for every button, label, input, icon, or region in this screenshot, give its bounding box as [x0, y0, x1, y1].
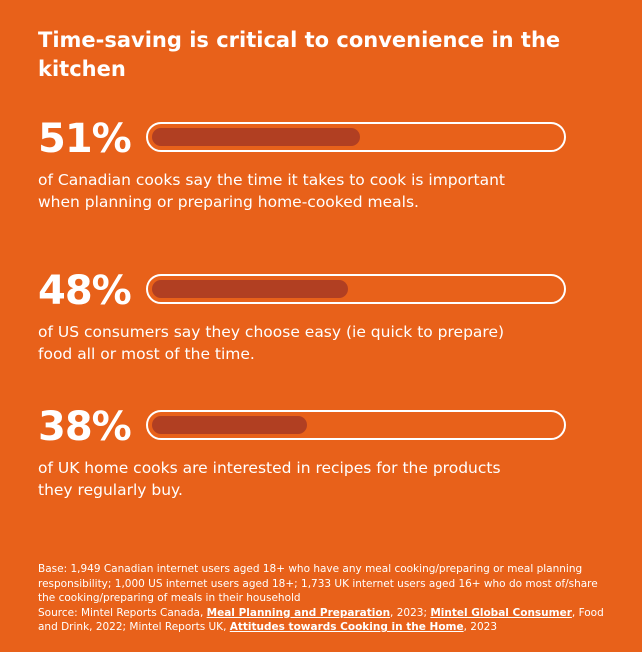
source-text: , 2023;	[390, 606, 431, 619]
bar-fill	[152, 280, 348, 298]
stat-us: 48% of US consumers say they choose easy…	[38, 266, 618, 365]
source-text: , Food and Drink, 2022; Mintel Reports U…	[38, 606, 604, 634]
stat-description: of US consumers say they choose easy (ie…	[38, 323, 505, 363]
bar-fill	[152, 128, 361, 146]
footnote-source: Source: Mintel Reports Canada, Meal Plan…	[38, 606, 618, 635]
bar-track	[146, 122, 566, 152]
stat-description: of UK home cooks are interested in recip…	[38, 459, 501, 499]
footnote: Base: 1,949 Canadian internet users aged…	[38, 562, 618, 635]
source-text: , 2023	[463, 621, 498, 633]
stat-uk: 38% of UK home cooks are interested in r…	[38, 402, 618, 501]
footnote-base: Base: 1,949 Canadian internet users aged…	[38, 563, 598, 604]
source-link-global-consumer[interactable]: Mintel Global Consumer	[430, 606, 572, 619]
page-title: Time-saving is critical to convenience i…	[38, 28, 561, 81]
source-text: Source: Mintel Reports Canada,	[38, 606, 207, 619]
bar-track	[146, 410, 566, 440]
stat-description: of Canadian cooks say the time it takes …	[38, 171, 505, 211]
stat-canada: 51% of Canadian cooks say the time it ta…	[38, 114, 618, 213]
stat-value: 38%	[38, 404, 132, 450]
stat-value: 51%	[38, 116, 132, 162]
stat-value: 48%	[38, 268, 132, 314]
bar-fill	[152, 416, 308, 434]
source-link-meal-planning[interactable]: Meal Planning and Preparation	[206, 606, 391, 619]
source-link-attitudes-cooking[interactable]: Attitudes towards Cooking in the Home	[229, 621, 464, 633]
bar-track	[146, 274, 566, 304]
